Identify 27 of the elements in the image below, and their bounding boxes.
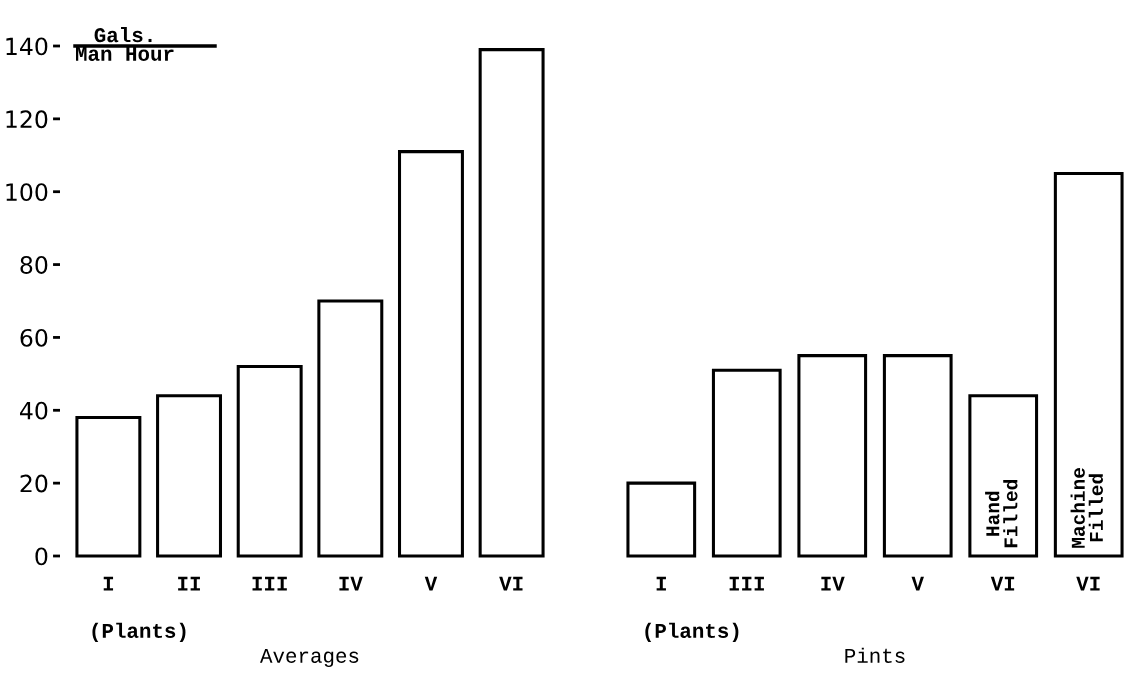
y-tick-label: 0 xyxy=(35,547,48,566)
x-tick-label: IV xyxy=(821,576,845,591)
y-tick-label: 60 xyxy=(20,328,48,347)
x-tick-label: III xyxy=(729,576,764,591)
text: (Plants) xyxy=(92,622,186,643)
y-tick-label: 120 xyxy=(6,110,48,129)
y-tick-label: 140 xyxy=(6,37,48,56)
x-tick-label: III xyxy=(252,576,287,591)
x-tick-label: VI xyxy=(499,576,523,591)
x-tick-label: IV xyxy=(339,576,363,591)
x-axis-title: Averages xyxy=(259,649,359,668)
x-tick-label: I xyxy=(656,576,666,591)
x-tick-label: V xyxy=(424,576,438,591)
y-tick-label: 20 xyxy=(20,474,48,493)
y-tick-label: 40 xyxy=(20,401,48,420)
text: (Plants) xyxy=(645,622,739,643)
x-tick-label: V xyxy=(911,576,924,591)
x-tick-label: VI xyxy=(1076,576,1100,591)
y-tick-label: 80 xyxy=(20,256,48,274)
x-tick-label: I xyxy=(103,576,114,591)
y-axis-title: Gals. Man Hour xyxy=(76,26,174,61)
x-tick-label: VI xyxy=(990,576,1015,591)
annotation: Machine Filled xyxy=(1070,467,1103,548)
x-axis-title: Pints xyxy=(845,647,905,663)
x-tick-label: II xyxy=(178,576,200,591)
annotation: Hand Filled xyxy=(985,480,1018,548)
y-tick-label: 100 xyxy=(6,183,48,202)
